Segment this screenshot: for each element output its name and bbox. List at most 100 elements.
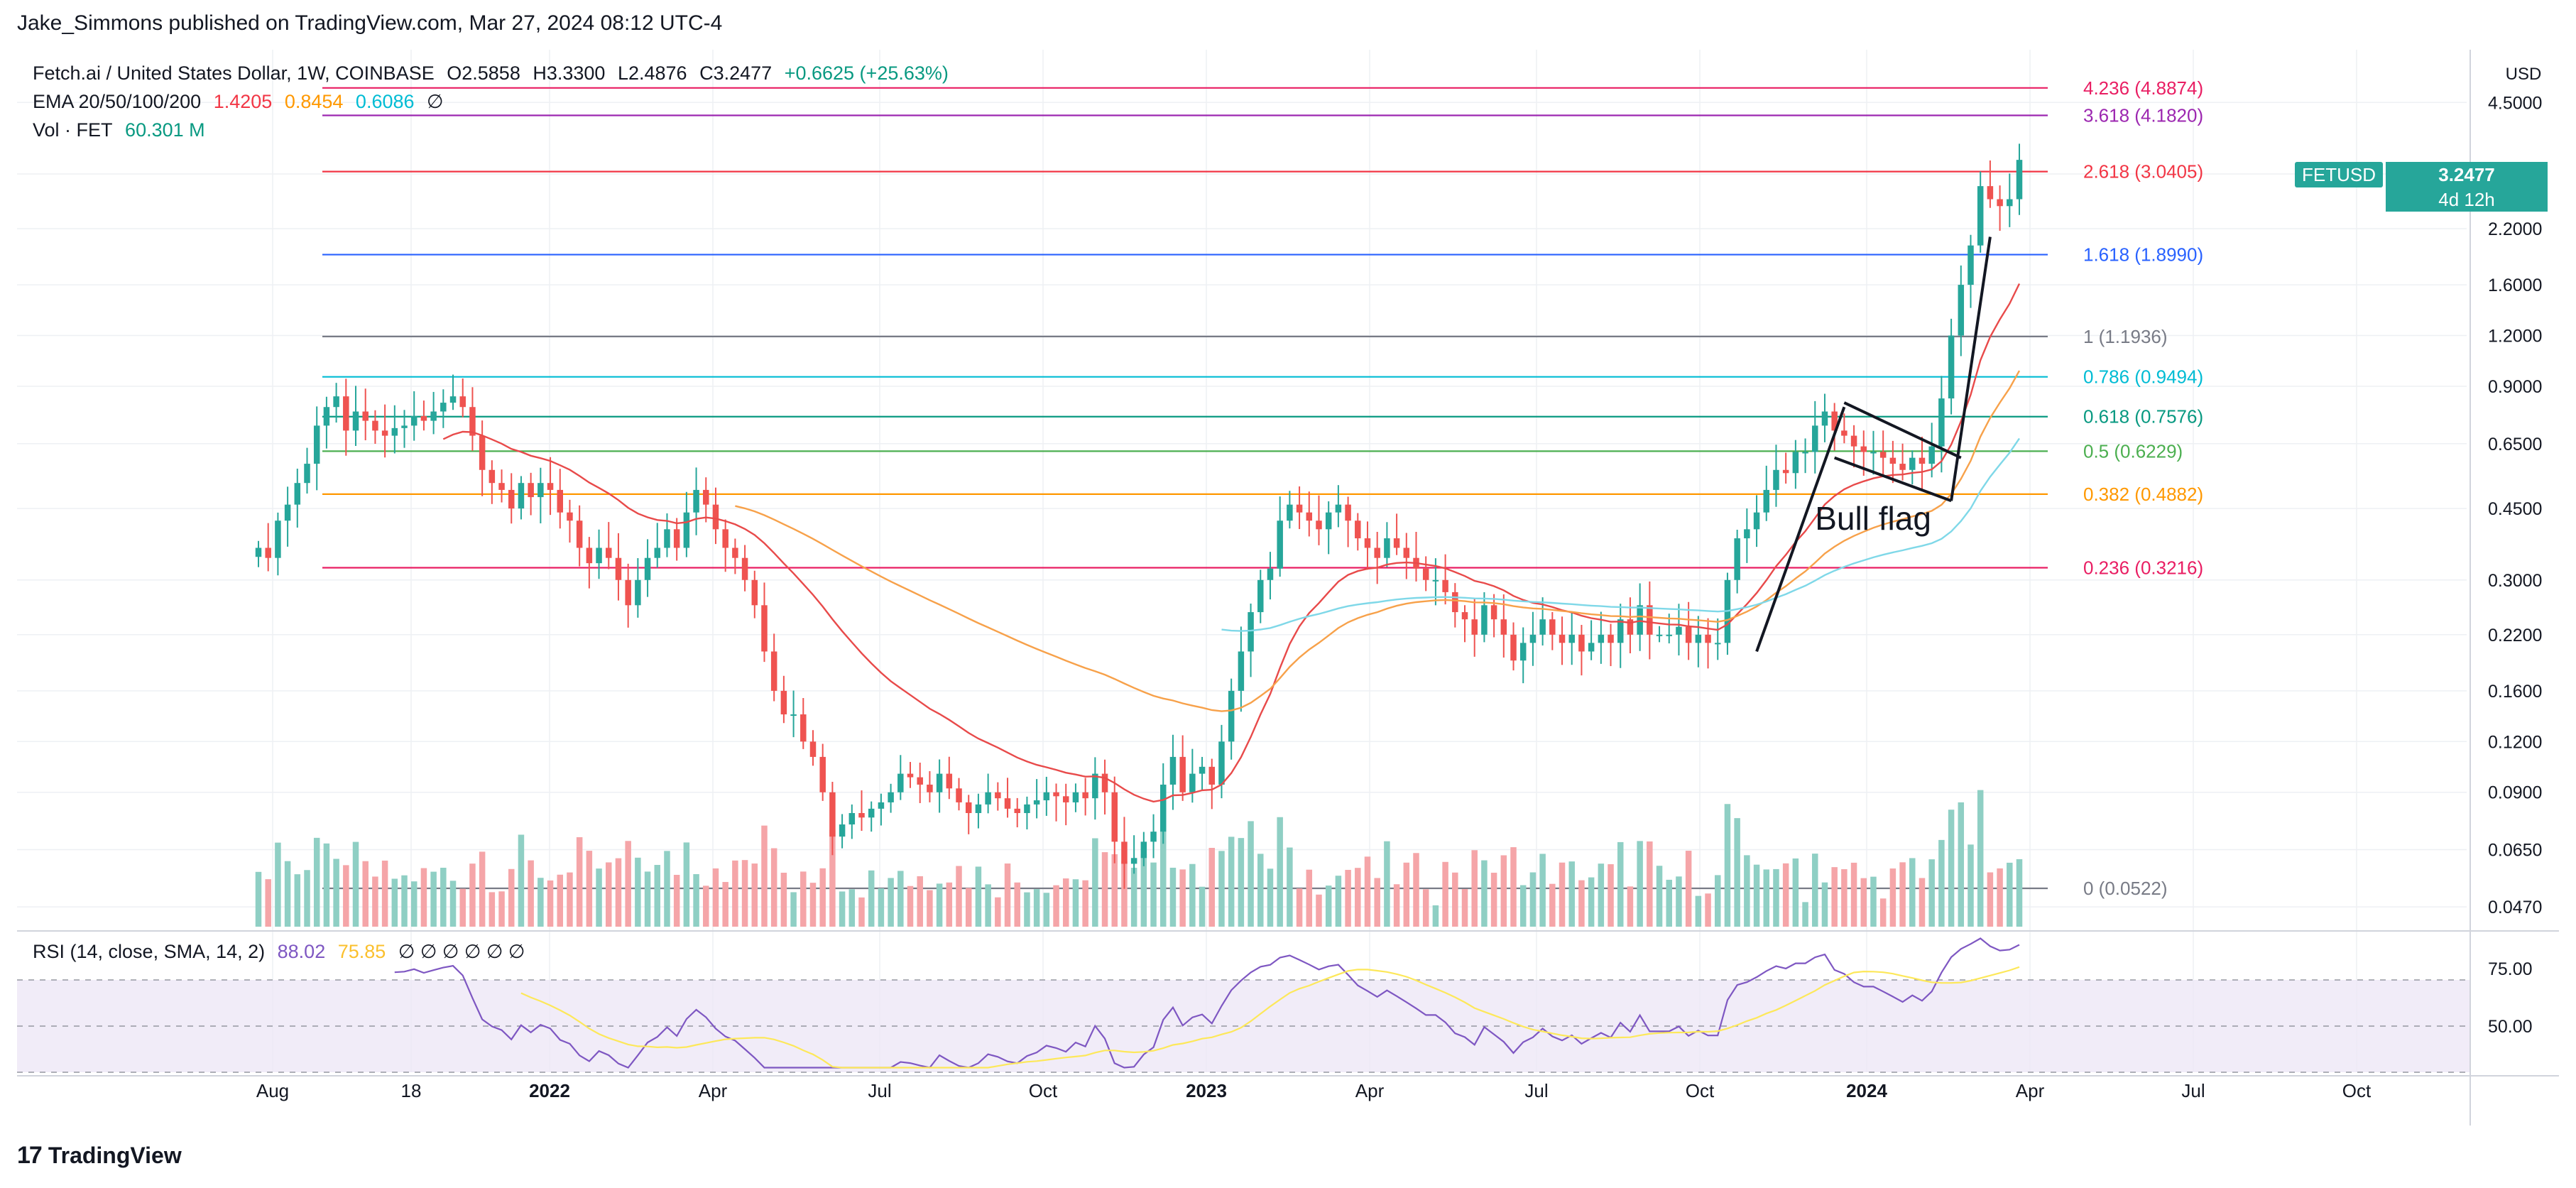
rsi-pane <box>17 937 2470 1073</box>
volume-bar <box>1977 790 1984 927</box>
candle-body <box>936 773 943 792</box>
candle-body <box>1014 808 1020 813</box>
candle-body <box>1753 512 1760 530</box>
volume-bar <box>1889 868 1896 927</box>
volume-bar <box>995 897 1001 927</box>
flag-line <box>1833 456 1952 503</box>
volume-bar <box>1598 863 1605 927</box>
candle-body <box>1666 634 1672 636</box>
volume-bar <box>751 863 758 927</box>
candle-body <box>897 773 904 792</box>
tradingview-brand[interactable]: 17 TradingView <box>17 1142 182 1170</box>
y-tick-label: 0.6500 <box>2488 435 2542 454</box>
candle-body <box>1919 457 1926 464</box>
volume-bar <box>313 837 320 927</box>
rsi-tick-label: 50.00 <box>2488 1017 2533 1037</box>
candle-body <box>664 529 670 548</box>
volume-bar <box>1608 864 1614 927</box>
candle-body <box>1384 538 1390 558</box>
legend-title-row: Fetch.ai / United States Dollar, 1W, COI… <box>33 62 956 85</box>
volume-bar <box>508 868 515 927</box>
volume-bar <box>1422 889 1429 927</box>
candle-body <box>1490 605 1497 620</box>
candle-body <box>956 788 962 802</box>
volume-bar <box>2016 859 2023 927</box>
candle-body <box>2007 199 2013 207</box>
candle-body <box>1043 792 1050 801</box>
y-tick-label: 0.4500 <box>2488 499 2542 519</box>
publish-caption: Jake_Simmons published on TradingView.co… <box>17 11 723 35</box>
volume-bar <box>1024 892 1030 927</box>
candle-body <box>819 756 826 792</box>
volume-bar <box>664 851 670 927</box>
volume-bar <box>1617 841 1624 927</box>
candle-body <box>294 483 301 505</box>
volume-bar <box>586 851 593 927</box>
volume-bar <box>1734 818 1740 927</box>
last-price-badge: FETUSD 3.2477 4d 12h <box>2295 162 2548 212</box>
fib-label: 1.618 (1.8990) <box>2083 244 2203 266</box>
candle-body <box>1734 538 1740 580</box>
currency-label: USD <box>2506 65 2542 84</box>
volume-bar <box>518 834 525 927</box>
candle-body <box>1062 796 1069 802</box>
candle-body <box>1452 592 1458 613</box>
candle-body <box>1277 521 1283 569</box>
volume-bar <box>1588 877 1595 927</box>
chart-svg[interactable]: 4.236 (4.8874) 3.618 (4.1820) 2.618 (3.040… <box>17 50 2559 1126</box>
candle-body <box>1248 612 1254 652</box>
candle-body <box>265 547 271 558</box>
candle-body <box>1510 634 1517 661</box>
volume-bar <box>255 871 262 927</box>
candle-body <box>917 777 923 785</box>
candle-body <box>352 411 359 431</box>
candle-body <box>1218 741 1225 785</box>
candle-body <box>654 547 661 558</box>
candle-body <box>1140 841 1147 859</box>
candle-body <box>449 396 457 403</box>
volume-bar <box>654 865 661 927</box>
candle-body <box>1189 773 1196 792</box>
x-tick-label: Oct <box>1686 1080 1715 1101</box>
volume-bar <box>1121 861 1128 927</box>
candle-body <box>489 469 496 484</box>
volume-bar <box>1238 838 1245 927</box>
candle-body <box>381 430 388 436</box>
chart-frame[interactable]: 4.236 (4.8874) 3.618 (4.1820) 2.618 (3.040… <box>17 50 2559 1126</box>
volume-bar <box>946 882 953 927</box>
candle-body <box>567 512 573 521</box>
volume-bar <box>1510 847 1517 927</box>
candle-body <box>683 512 690 548</box>
fib-label: 0.382 (0.4882) <box>2083 484 2203 505</box>
candle-body <box>1773 469 1779 490</box>
rsi-line <box>394 937 2020 1069</box>
candle-body <box>1519 643 1527 661</box>
candle-body <box>770 651 777 691</box>
candle-body <box>1608 634 1614 643</box>
volume-bar <box>489 892 496 927</box>
candle-body <box>1588 643 1595 652</box>
volume-bar <box>1062 878 1069 927</box>
candle-body <box>1228 690 1235 742</box>
volume-bar <box>1568 861 1575 927</box>
candle-body <box>1082 792 1088 799</box>
candle-body <box>839 824 846 837</box>
volume-bar <box>1578 880 1585 927</box>
rsi-label: RSI (14, close, SMA, 14, 2) <box>33 941 266 962</box>
candle-body <box>1316 521 1322 530</box>
fib-label: 0.236 (0.3216) <box>2083 557 2203 579</box>
volume-bar <box>333 859 339 927</box>
axes: USD4.50003.00002.20001.60001.20000.90000… <box>17 50 2559 1126</box>
volume-bar <box>868 870 875 927</box>
candle-body <box>741 557 748 580</box>
candle-body <box>1782 469 1789 474</box>
volume-bar <box>420 868 427 927</box>
volume-bar <box>1101 852 1108 927</box>
x-tick-label: 2024 <box>1846 1080 1887 1101</box>
badge-countdown: 4d 12h <box>2438 189 2495 210</box>
candle-body <box>995 792 1001 799</box>
candle-body <box>985 792 991 805</box>
volume-bar <box>1987 872 1994 927</box>
candle-body <box>1948 335 1955 399</box>
volume-bar <box>1364 856 1371 927</box>
